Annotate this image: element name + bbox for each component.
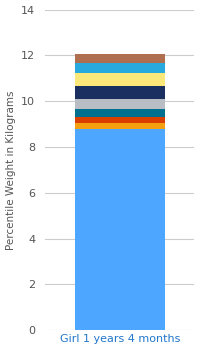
Bar — [75, 63, 165, 72]
Bar — [75, 109, 165, 117]
Bar — [75, 117, 165, 123]
Bar — [75, 72, 165, 86]
Bar — [75, 129, 165, 330]
Bar — [75, 123, 165, 129]
Bar — [75, 99, 165, 109]
Bar — [75, 54, 165, 63]
Y-axis label: Percentile Weight in Kilograms: Percentile Weight in Kilograms — [6, 90, 16, 250]
Bar — [75, 86, 165, 99]
